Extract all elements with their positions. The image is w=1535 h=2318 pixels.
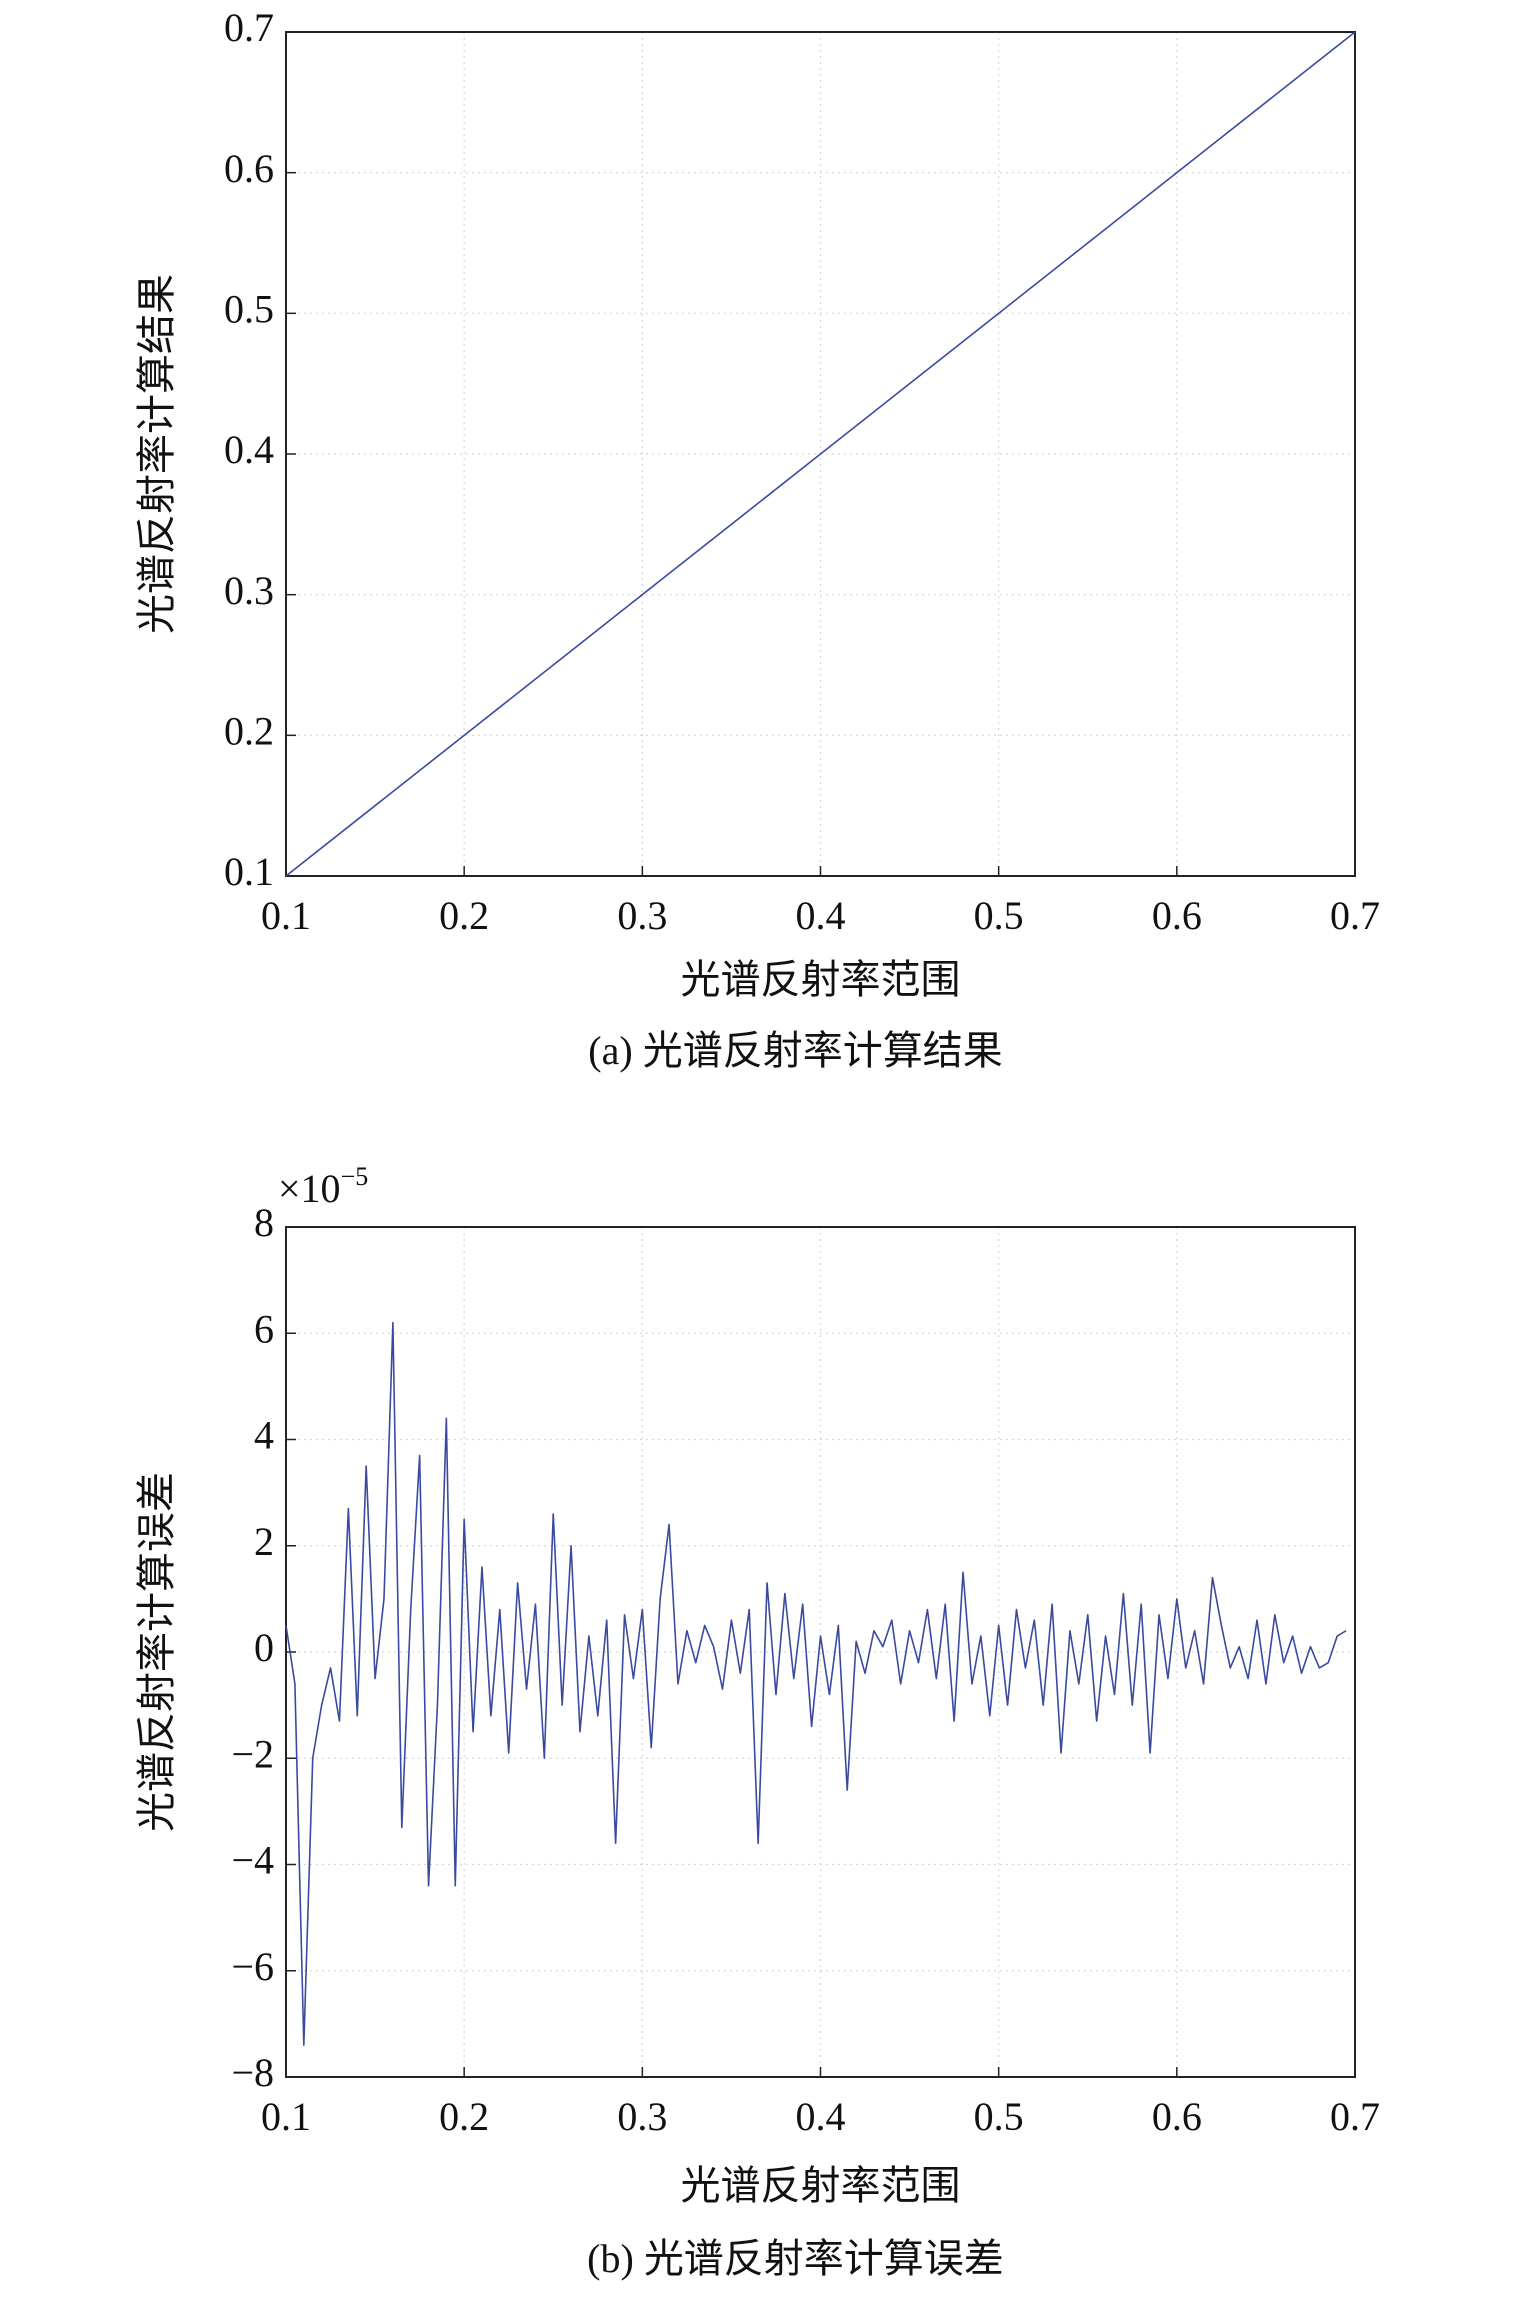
plot-frame [285, 31, 1356, 877]
y-tick-label: 2 [254, 1519, 274, 1564]
multiplier-exponent: −5 [341, 1162, 369, 1191]
x-tick-label: 0.7 [1330, 893, 1380, 938]
x-tick-label: 0.2 [439, 893, 489, 938]
y-tick-label: 0.2 [224, 709, 274, 754]
y-tick-label: 0.4 [224, 427, 274, 472]
y-axis-label: 光谱反射率计算结果 [134, 274, 179, 634]
axis-multiplier: ×10−5 [278, 1162, 368, 1211]
x-tick-label: 0.7 [1330, 2094, 1380, 2139]
x-axis-label: 光谱反射率范围 [681, 2163, 961, 2208]
x-tick-label: 0.4 [796, 893, 846, 938]
caption: (a) 光谱反射率计算结果 [588, 1028, 1002, 1073]
x-tick-label: 0.1 [261, 893, 311, 938]
y-tick-label: −8 [231, 2050, 274, 2095]
y-tick-label: 0.5 [224, 287, 274, 332]
x-tick-label: 0.5 [974, 893, 1024, 938]
y-tick-label: 0.6 [224, 146, 274, 191]
y-tick-label: 0 [254, 1625, 274, 1670]
x-tick-label: 0.1 [261, 2094, 311, 2139]
data-line [285, 1321, 1347, 2046]
y-tick-label: 4 [254, 1413, 274, 1458]
y-tick-label: 6 [254, 1306, 274, 1351]
y-tick-label: 8 [254, 1200, 274, 1245]
x-tick-label: 0.6 [1152, 893, 1202, 938]
data-line [285, 31, 1356, 877]
y-tick-label: −4 [231, 1838, 274, 1883]
multiplier-base: ×10 [278, 1166, 341, 1211]
y-tick-label: −2 [231, 1731, 274, 1776]
x-tick-label: 0.5 [974, 2094, 1024, 2139]
y-tick-label: 0.3 [224, 568, 274, 613]
x-tick-label: 0.6 [1152, 2094, 1202, 2139]
y-axis-label: 光谱反射率计算误差 [134, 1472, 179, 1832]
y-tick-label: 0.1 [224, 849, 274, 894]
x-tick-label: 0.3 [617, 893, 667, 938]
x-tick-label: 0.3 [617, 2094, 667, 2139]
x-tick-label: 0.2 [439, 2094, 489, 2139]
plot-frame [285, 1226, 1356, 2078]
caption: (b) 光谱反射率计算误差 [587, 2236, 1004, 2281]
y-tick-label: −6 [231, 1944, 274, 1989]
y-tick-label: 0.7 [224, 5, 274, 50]
x-tick-label: 0.4 [796, 2094, 846, 2139]
x-axis-label: 光谱反射率范围 [681, 957, 961, 1002]
